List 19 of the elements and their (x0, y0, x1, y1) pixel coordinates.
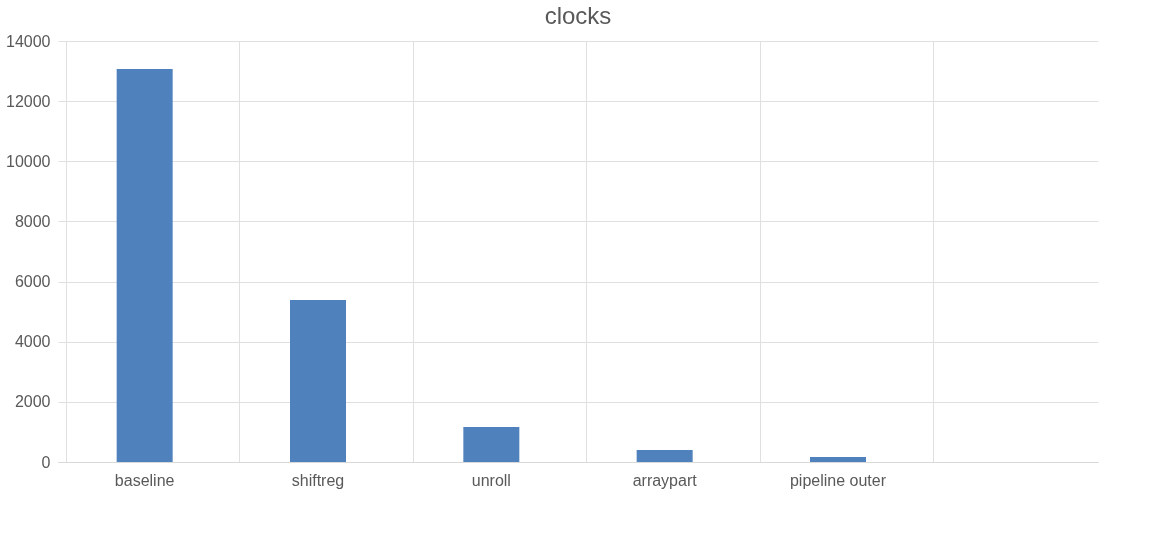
y-tick-label: 6000 (14, 273, 51, 291)
y-tick-label: 12000 (6, 92, 51, 110)
bar (463, 427, 520, 462)
chart-title: clocks (544, 2, 612, 29)
y-tick-label: 14000 (6, 32, 51, 50)
bar (810, 456, 866, 462)
x-tick-label: baseline (114, 471, 175, 489)
bar (290, 299, 346, 462)
y-tick-label: 4000 (14, 333, 51, 351)
x-tick-label: unroll (471, 471, 511, 489)
y-tick-label: 0 (41, 453, 51, 471)
bar (116, 68, 173, 462)
y-tick-label: 2000 (14, 393, 51, 411)
x-tick-label: arraypart (632, 471, 698, 489)
bar (636, 449, 693, 462)
y-tick-label: 8000 (14, 212, 51, 230)
x-tick-label: shiftreg (291, 471, 345, 489)
x-tick-label: pipeline outer (789, 471, 887, 489)
y-tick-label: 10000 (6, 152, 51, 170)
